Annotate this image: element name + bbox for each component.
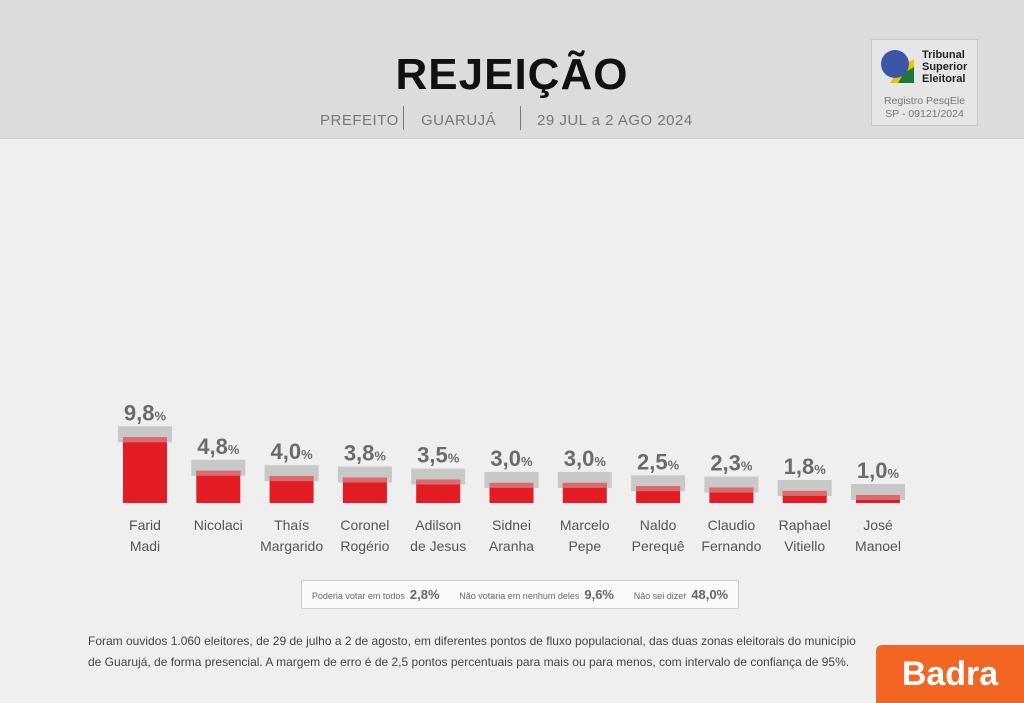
city-label: GUARUJÁ <box>421 112 497 129</box>
tse-registration-box: Tribunal Superior Eleitoral Registro PesqE… <box>871 39 978 126</box>
bar <box>196 470 241 503</box>
data-label: 3,8% <box>344 441 387 466</box>
data-label: 3,5% <box>417 443 460 468</box>
bar-cap-overlap <box>123 437 167 443</box>
bar-cap-overlap <box>489 482 534 488</box>
header: REJEIÇÃO PREFEITO GUARUJÁ 29 JUL a 2 AGO… <box>0 0 1024 139</box>
data-label: 9,8% <box>124 400 167 425</box>
category-label: Aranha <box>489 538 534 554</box>
tse-name: Tribunal Superior Eleitoral <box>922 49 968 85</box>
bar-cap-overlap <box>269 476 314 482</box>
category-label: Rogério <box>340 538 389 554</box>
office-label: PREFEITO <box>320 112 399 129</box>
brand-logo: Badra <box>876 645 1024 703</box>
data-label: 3,0% <box>564 446 607 471</box>
category-label: Vitiello <box>784 538 825 554</box>
legend-item: Não votaria em nenhum deles 9,6% <box>459 587 614 602</box>
category-label: Sidnei <box>492 517 531 533</box>
bar-cap-overlap <box>856 495 900 500</box>
category-label: Perequê <box>632 538 685 554</box>
legend-item: Não sei dizer 48,0% <box>633 587 729 602</box>
category-label: Thaís <box>274 517 309 533</box>
bar-cap-overlap <box>782 490 827 496</box>
bar <box>123 437 167 503</box>
page-title: REJEIÇÃO <box>395 50 629 99</box>
category-label: Coronel <box>340 517 389 533</box>
legend-box: Poderia votar em todos 2,8% Não votaria e… <box>301 580 739 609</box>
data-label: 3,0% <box>490 446 533 471</box>
category-label: Naldo <box>640 517 677 533</box>
bar <box>562 482 607 503</box>
bar-cap-overlap <box>562 482 607 488</box>
data-label: 4,0% <box>271 439 314 464</box>
rejection-bar-chart: 9,8% Farid Madi 4,8% Nicolaci 4,0% Thaís Margar… <box>118 400 905 554</box>
bar-cap-overlap <box>416 479 461 485</box>
bar-cap-overlap <box>342 477 387 483</box>
category-label: Adilson <box>415 517 461 533</box>
category-label: Pepe <box>568 538 601 554</box>
divider <box>403 106 404 130</box>
dates-label: 29 JUL a 2 AGO 2024 <box>537 112 693 129</box>
category-label: Madi <box>130 538 160 554</box>
data-label: 4,8% <box>197 434 240 459</box>
divider <box>520 106 521 130</box>
data-label: 1,8% <box>784 454 827 479</box>
data-label: 2,3% <box>710 451 753 476</box>
registration-number: Registro PesqEle SP - 09121/2024 <box>883 95 966 120</box>
legend-item: Poderia votar em todos 2,8% <box>311 587 440 602</box>
bar-cap-overlap <box>709 487 754 493</box>
category-label: Raphael <box>779 517 831 533</box>
category-label: Manoel <box>855 538 901 554</box>
data-label: 2,5% <box>637 449 680 474</box>
bar-cap-overlap <box>196 470 241 476</box>
bar <box>489 482 534 503</box>
category-label: Claudio <box>708 517 756 533</box>
category-label: de Jesus <box>410 538 466 554</box>
category-label: Marcelo <box>560 517 610 533</box>
methodology-note: Foram ouvidos 1.060 eleitores, de 29 de … <box>88 634 856 669</box>
bar-cap-overlap <box>636 486 681 492</box>
category-label: José <box>863 517 893 533</box>
category-label: Margarido <box>260 538 323 554</box>
data-label: 1,0% <box>857 458 900 483</box>
tse-logo-icon <box>881 50 914 83</box>
category-label: Nicolaci <box>194 517 243 533</box>
category-label: Farid <box>129 517 161 533</box>
category-label: Fernando <box>701 538 761 554</box>
bar <box>416 479 461 503</box>
